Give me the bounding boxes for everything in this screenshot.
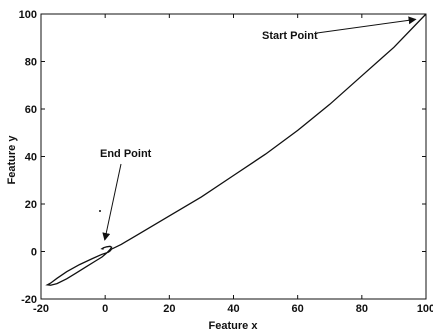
x-tick-label: 80 [356,303,368,315]
end-point-label: End Point [100,148,152,160]
annotations: Start Point End Point [100,16,417,241]
y-axis-ticks: -20 0 20 40 60 80 100 [19,9,426,306]
y-tick-label: 100 [19,9,37,21]
y-tick-label: 0 [31,247,37,259]
stray-dot [99,210,101,212]
y-tick-label: -20 [21,294,37,306]
y-tick-label: 20 [25,199,37,211]
x-tick-label: 40 [227,303,239,315]
start-point-arrow [316,16,417,34]
plot-area [40,13,427,300]
x-tick-label: -20 [33,303,49,315]
x-tick-label: 20 [163,303,175,315]
x-tick-label: 0 [102,303,108,315]
y-tick-label: 60 [25,104,37,116]
y-tick-label: 40 [25,152,37,164]
start-point-label: Start Point [262,30,318,42]
y-tick-label: 80 [25,57,37,69]
trajectory-line [45,13,427,286]
end-point-arrow [102,163,122,241]
x-tick-label: 60 [292,303,304,315]
x-axis-ticks: -20 0 20 40 60 80 100 [33,14,433,315]
y-axis-label: Feature y [6,135,18,185]
x-tick-label: 100 [417,303,433,315]
x-axis-label: Feature x [209,320,259,332]
